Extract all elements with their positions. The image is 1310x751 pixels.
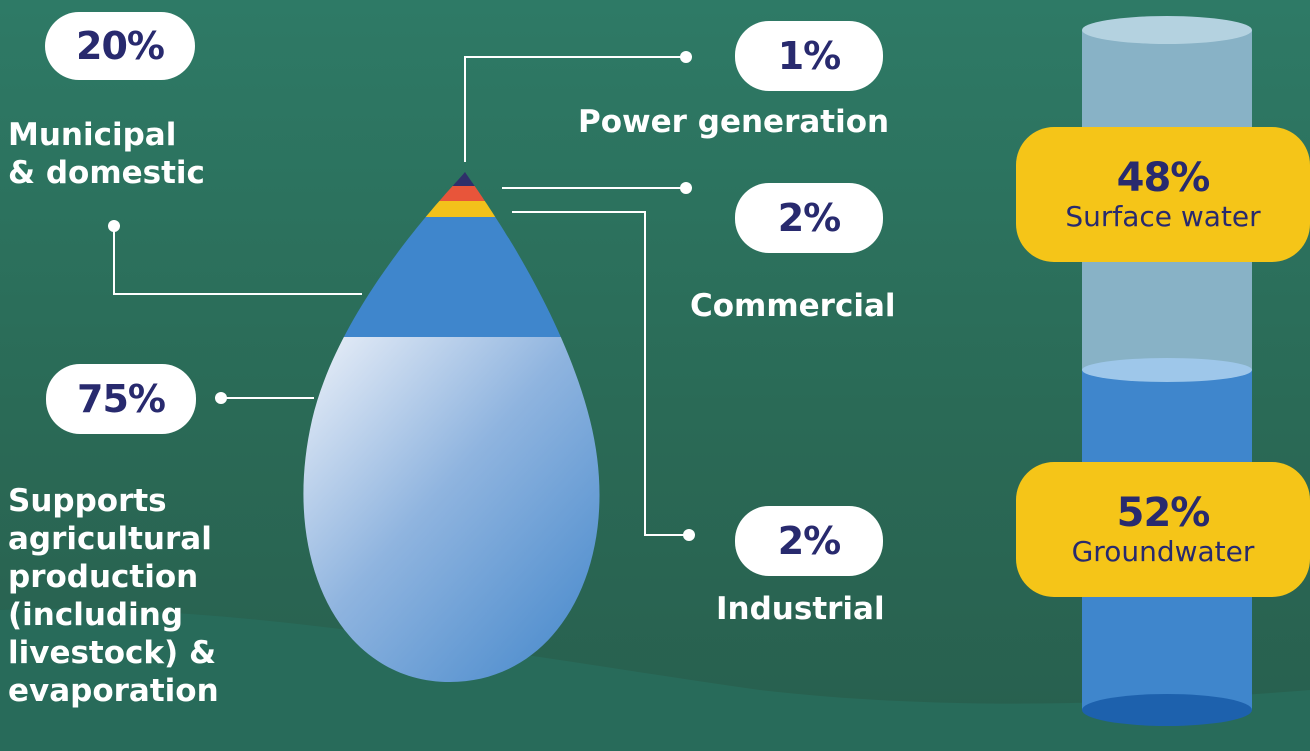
surface-water-label: Surface water: [1065, 199, 1261, 233]
industrial-label: Industrial: [716, 591, 885, 627]
agriculture-label-line: evaporation: [8, 673, 219, 709]
industrial-percent: 2%: [735, 506, 883, 576]
agriculture-label-line: livestock) &: [8, 635, 217, 671]
surface-water-badge: 48% Surface water: [1016, 127, 1310, 262]
power-dot: [680, 51, 692, 63]
power-percent: 1%: [735, 21, 883, 91]
power-connector: [464, 56, 683, 162]
industrial-connector: [512, 211, 687, 536]
agriculture-label-line: (including: [8, 597, 184, 633]
groundwater-percent: 52%: [1116, 489, 1211, 536]
municipal-connector: [113, 226, 362, 295]
groundwater-badge: 52% Groundwater: [1016, 462, 1310, 597]
power-label: Power generation: [578, 104, 890, 140]
municipal-dot: [108, 220, 120, 232]
agriculture-segment: [303, 337, 600, 682]
municipal-label-line2: & domestic: [8, 155, 205, 191]
agriculture-label-line: agricultural: [8, 521, 212, 557]
industrial-dot: [683, 529, 695, 541]
municipal-percent: 20%: [45, 12, 195, 80]
surface-water-percent: 48%: [1116, 154, 1211, 201]
agriculture-dot: [215, 392, 227, 404]
agriculture-label: Supports agricultural production (includ…: [8, 482, 219, 710]
groundwater-label: Groundwater: [1071, 534, 1255, 568]
water-surface: [1082, 358, 1252, 382]
commercial-label: Commercial: [690, 288, 896, 324]
municipal-label-line1: Municipal: [8, 117, 177, 153]
agriculture-label-line: production: [8, 559, 199, 595]
source-cylinder: [1082, 16, 1252, 726]
cylinder-top: [1082, 16, 1252, 44]
commercial-dot: [680, 182, 692, 194]
municipal-label: Municipal & domestic: [8, 116, 205, 192]
water-drop: [303, 172, 600, 682]
agriculture-percent: 75%: [46, 364, 196, 434]
cylinder-bottom: [1082, 694, 1252, 726]
commercial-percent: 2%: [735, 183, 883, 253]
agriculture-label-line: Supports: [8, 483, 167, 519]
